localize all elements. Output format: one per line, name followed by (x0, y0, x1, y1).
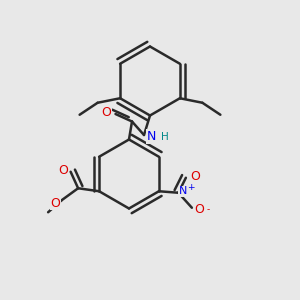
Text: N: N (147, 130, 156, 143)
Text: +: + (188, 183, 195, 192)
Text: -: - (207, 205, 210, 214)
Text: O: O (190, 170, 200, 183)
Text: O: O (58, 164, 68, 177)
Text: O: O (51, 197, 61, 210)
Text: O: O (102, 106, 111, 119)
Text: N: N (179, 186, 187, 196)
Text: O: O (194, 203, 204, 216)
Text: H: H (160, 131, 168, 142)
